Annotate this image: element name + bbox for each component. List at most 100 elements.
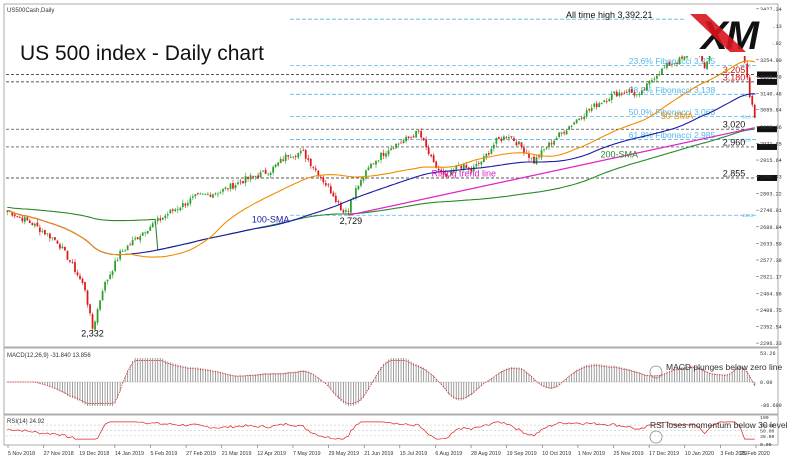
candle-body	[41, 230, 44, 232]
candle-body	[615, 91, 618, 97]
y-tick-label: 3254.90	[760, 58, 782, 64]
candle-body	[432, 155, 435, 163]
candle-body	[367, 167, 370, 170]
candle-body	[109, 274, 111, 279]
candle-body	[106, 279, 109, 282]
candle-body	[139, 236, 142, 241]
candle-body	[467, 167, 470, 169]
candle-body	[465, 165, 468, 168]
x-tick-label: 5 Nov 2018	[8, 451, 35, 457]
candle-body	[487, 153, 490, 155]
fib-label: 61.8% Fibonacci 2,985	[629, 130, 716, 140]
candle-body	[209, 194, 212, 197]
candle-body	[646, 83, 648, 91]
candle-body	[174, 209, 177, 212]
candle-body	[462, 163, 465, 170]
candle-body	[593, 103, 596, 107]
candle-body	[129, 244, 132, 246]
candle-body	[598, 103, 601, 108]
candle-body	[560, 132, 563, 134]
fib-pct: 50.0	[742, 114, 751, 119]
candle-body	[64, 246, 66, 251]
candle-body	[81, 278, 84, 283]
candle-body	[610, 93, 613, 100]
x-tick-label: 10 Jan 2020	[685, 451, 714, 457]
x-tick-label: 25 Nov 2019	[614, 451, 644, 457]
candle-body	[548, 142, 550, 147]
candle-body	[94, 321, 96, 330]
rsi-line	[7, 421, 755, 440]
candle-body	[390, 148, 392, 150]
candle-body	[131, 239, 134, 246]
candle-body	[382, 152, 385, 156]
candle-body	[477, 162, 480, 164]
rsi-note: RSI loses momentum below 30 level	[650, 420, 788, 430]
candle-body	[312, 167, 315, 169]
candle-body	[244, 176, 247, 183]
candle-body	[79, 275, 81, 280]
y-tick-label: 2803.22	[760, 191, 782, 197]
candle-body	[395, 143, 397, 149]
annotation-label: 200-SMA	[601, 149, 639, 159]
candle-body	[603, 100, 606, 103]
candle-body	[232, 183, 234, 189]
y-tick-label: 3198.69	[760, 74, 782, 80]
x-tick-label: 15 Jul 2019	[400, 451, 427, 457]
symbol-label: US500Cash,Daily	[7, 8, 54, 14]
rsi-label: RSI(14) 24.92	[7, 419, 45, 425]
candle-body	[372, 163, 375, 165]
candle-body	[111, 271, 114, 276]
candle-body	[412, 136, 415, 138]
candle-body	[171, 209, 174, 211]
fib-pct: 100.0	[742, 213, 754, 218]
candle-body	[214, 193, 217, 195]
candle-body	[625, 92, 628, 94]
candle-body	[638, 94, 641, 95]
candle-body	[455, 165, 458, 170]
candle-body	[753, 104, 756, 118]
macd-pane	[3, 347, 779, 415]
candle-body	[485, 153, 488, 158]
candle-body	[701, 54, 703, 62]
candle-body	[322, 177, 325, 183]
candle-body	[640, 90, 643, 95]
candle-body	[28, 220, 31, 224]
candle-body	[385, 153, 387, 157]
candle-body	[164, 215, 167, 219]
candle-body	[267, 174, 270, 176]
x-tick-label: 28 Aug 2019	[471, 451, 501, 457]
candle-body	[668, 62, 671, 66]
candle-body	[217, 193, 219, 195]
candle-body	[656, 75, 658, 79]
candle-body	[302, 150, 305, 152]
candle-body	[563, 132, 565, 134]
candle-body	[116, 260, 119, 261]
candle-body	[613, 91, 616, 94]
candle-body	[706, 61, 708, 69]
x-tick-label: 1 Nov 2019	[578, 451, 605, 457]
candle-body	[207, 193, 209, 195]
candle-body	[628, 89, 631, 93]
candle-body	[181, 203, 184, 207]
candle-body	[66, 251, 69, 260]
candle-body	[219, 191, 222, 193]
candle-body	[11, 212, 14, 216]
macd-y-tick: 0.00	[760, 380, 772, 386]
y-tick-label: 2464.96	[760, 291, 782, 297]
candle-body	[620, 93, 623, 95]
candle-body	[676, 63, 678, 64]
candle-body	[437, 168, 440, 171]
candle-body	[673, 63, 676, 65]
x-tick-label: 6 Aug 2019	[435, 451, 462, 457]
candle-body	[329, 186, 332, 194]
candle-body	[31, 222, 34, 226]
y-tick-label: 3140.48	[760, 92, 782, 98]
candle-body	[21, 217, 24, 222]
x-tick-label: 5 Feb 2019	[150, 451, 177, 457]
y-tick-label: 2859.43	[760, 175, 782, 181]
x-tick-label: 7 May 2019	[293, 451, 321, 457]
x-tick-label: 14 Jan 2019	[115, 451, 144, 457]
candle-body	[26, 217, 29, 221]
rsi-y-tick: 0.00	[760, 442, 772, 448]
